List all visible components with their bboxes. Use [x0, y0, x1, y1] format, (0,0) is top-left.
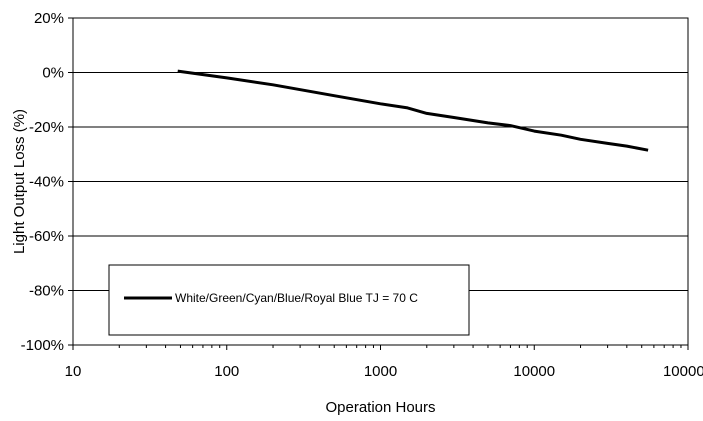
- x-tick-label: 100000: [663, 363, 703, 380]
- y-tick-label: -40%: [29, 174, 64, 191]
- y-tick-label: -100%: [21, 337, 64, 354]
- y-tick-label: -20%: [29, 119, 64, 136]
- legend-label: White/Green/Cyan/Blue/Royal Blue TJ = 70…: [175, 291, 418, 305]
- x-tick-label: 10000: [513, 363, 555, 380]
- y-axis-label: Light Output Loss (%): [11, 109, 28, 254]
- x-tick-label: 100: [214, 363, 239, 380]
- y-tick-label: 0%: [42, 65, 64, 82]
- x-axis-ticks: 10 100 1000 10000 100000: [65, 345, 703, 380]
- x-tick-label: 1000: [364, 363, 397, 380]
- legend-box: [108, 264, 470, 336]
- series-layer: [177, 69, 649, 152]
- y-tick-label: -60%: [29, 228, 64, 245]
- y-tick-label: 20%: [34, 10, 64, 27]
- y-tick-label: -80%: [29, 283, 64, 300]
- series-line: [177, 69, 649, 152]
- x-tick-label: 10: [65, 363, 82, 380]
- x-axis-label: Operation Hours: [325, 399, 435, 416]
- legend: White/Green/Cyan/Blue/Royal Blue TJ = 70…: [108, 264, 470, 336]
- y-axis-ticks: 20% 0% -20% -40% -60% -80% -100%: [21, 10, 73, 354]
